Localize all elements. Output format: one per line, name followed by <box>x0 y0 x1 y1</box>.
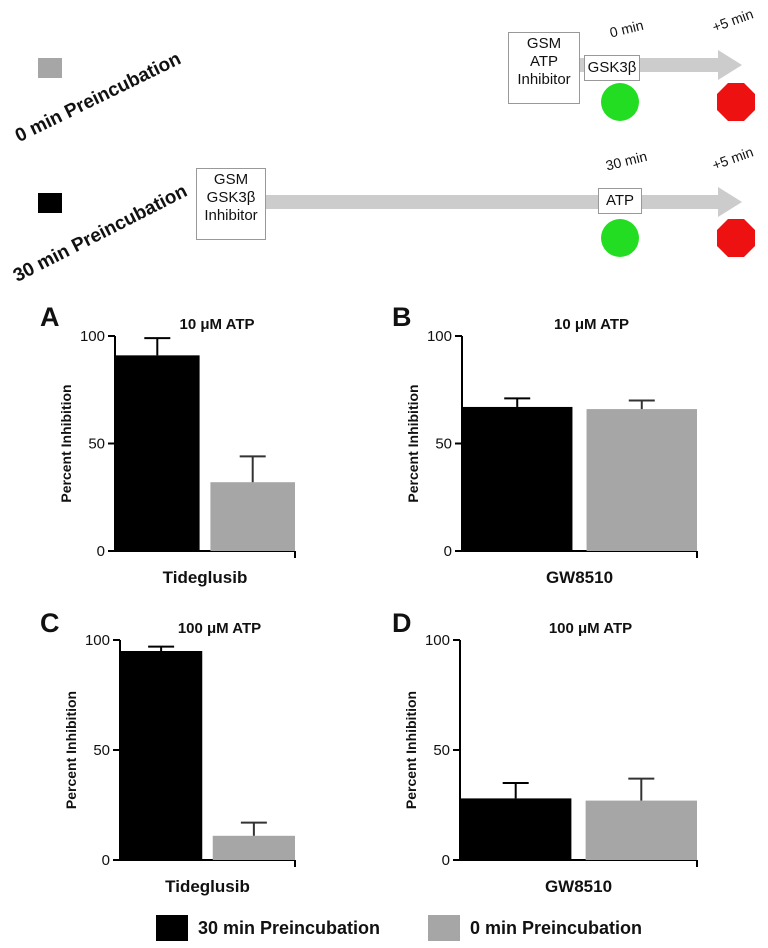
bar-preincubation-0min <box>212 835 295 860</box>
x-axis-label: Tideglusib <box>163 568 248 587</box>
chart-title: 100 μM ATP <box>178 620 261 637</box>
y-tick-label: 0 <box>444 543 452 560</box>
panel-letter-c: C <box>40 608 60 638</box>
y-tick-label: 50 <box>88 436 105 453</box>
row1-box-line-2: ATP <box>529 53 559 70</box>
bar-preincubation-0min <box>586 409 697 551</box>
bar-preincubation-30min <box>120 651 203 860</box>
bar-preincubation-0min <box>210 482 295 551</box>
y-axis-label: Percent Inhibition <box>405 384 421 502</box>
legend-swatch-gray <box>428 915 460 941</box>
row2-reagent-box: GSM GSK3β Inhibitor <box>196 168 266 240</box>
legend-label-2: 0 min Preincubation <box>470 917 643 938</box>
legend-swatch-black <box>156 915 188 941</box>
chart-title: 100 μM ATP <box>549 620 632 637</box>
y-axis-label: Percent Inhibition <box>58 384 74 502</box>
row2-stop-icon <box>717 219 755 257</box>
chart-title: 10 μM ATP <box>554 316 629 333</box>
y-tick-label: 100 <box>85 632 110 649</box>
x-axis-label: Tideglusib <box>165 877 250 896</box>
y-tick-label: 50 <box>435 436 452 453</box>
row1-swatch <box>38 58 62 78</box>
bar-preincubation-30min <box>460 798 572 860</box>
row1-reagent-box: GSM ATP Inhibitor <box>508 32 580 104</box>
y-axis-label: Percent Inhibition <box>403 691 419 809</box>
y-tick-label: 100 <box>425 632 450 649</box>
y-tick-label: 50 <box>433 742 450 759</box>
bar-preincubation-0min <box>585 800 697 860</box>
y-tick-label: 100 <box>427 328 452 345</box>
row2-start-icon <box>601 219 639 257</box>
y-tick-label: 0 <box>102 852 110 869</box>
row2-box-line-2: GSK3β <box>206 189 256 206</box>
y-tick-label: 0 <box>97 543 105 560</box>
row1-start-icon <box>601 83 639 121</box>
row1-stop-icon <box>717 83 755 121</box>
row2-box-line-3: Inhibitor <box>204 207 258 224</box>
chart-title: 10 μM ATP <box>179 316 254 333</box>
panel-letter-d: D <box>392 608 412 638</box>
row2-atp-box: ATP <box>598 188 642 214</box>
row2-swatch <box>38 193 62 213</box>
legend-series-1: 30 min Preincubation <box>156 915 380 941</box>
panel-letter-a: A <box>40 302 60 332</box>
row2-box-line-1: GSM <box>213 171 249 188</box>
legend-series-2: 0 min Preincubation <box>428 915 642 941</box>
row1-box-line-3: Inhibitor <box>517 71 571 88</box>
row1-box-line-1: GSM <box>526 35 562 52</box>
bar-preincubation-30min <box>462 406 573 551</box>
y-tick-label: 0 <box>442 852 450 869</box>
bar-preincubation-30min <box>115 355 200 551</box>
y-tick-label: 50 <box>93 742 110 759</box>
row1-enzyme-box: GSK3β <box>584 55 640 81</box>
x-axis-label: GW8510 <box>545 877 612 896</box>
x-axis-label: GW8510 <box>546 568 613 587</box>
panel-letter-b: B <box>392 302 412 332</box>
legend-label-1: 30 min Preincubation <box>198 917 381 938</box>
y-axis-label: Percent Inhibition <box>63 691 79 809</box>
y-tick-label: 100 <box>80 328 105 345</box>
